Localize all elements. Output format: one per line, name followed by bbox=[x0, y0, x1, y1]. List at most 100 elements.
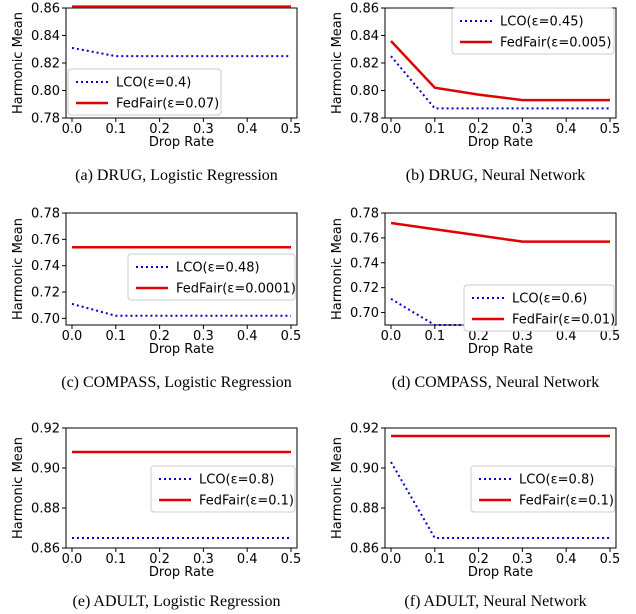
subfigure-caption: (f) ADULT, Neural Network bbox=[404, 593, 586, 610]
x-tick-label: 0.3 bbox=[193, 552, 214, 567]
y-axis-label: Harmonic Mean bbox=[11, 12, 26, 114]
x-tick-label: 0.2 bbox=[468, 122, 489, 137]
x-tick-label: 0.2 bbox=[149, 552, 170, 567]
x-tick-label: 0.2 bbox=[149, 122, 170, 137]
legend-label: LCO(ε=0.8) bbox=[519, 473, 594, 488]
y-tick-label: 0.84 bbox=[350, 29, 379, 44]
x-tick-label: 0.2 bbox=[468, 329, 489, 344]
y-tick-label: 0.72 bbox=[350, 281, 379, 296]
x-tick-label: 0.5 bbox=[281, 329, 302, 344]
x-tick-label: 0.2 bbox=[468, 552, 489, 567]
x-tick-label: 0.4 bbox=[556, 552, 577, 567]
legend-label: LCO(ε=0.45) bbox=[500, 15, 584, 30]
subfigure-caption: (b) DRUG, Neural Network bbox=[406, 167, 586, 184]
y-tick-label: 0.84 bbox=[31, 29, 60, 44]
y-tick-label: 0.80 bbox=[31, 84, 60, 99]
series-line-fedfair bbox=[390, 221, 610, 243]
legend: LCO(ε=0.45) FedFair(ε=0.005) bbox=[451, 7, 615, 55]
x-tick-label: 0.5 bbox=[281, 122, 302, 137]
legend-box bbox=[127, 253, 296, 301]
y-tick-label: 0.90 bbox=[350, 462, 379, 477]
x-axis-label: Drop Rate bbox=[468, 565, 533, 580]
legend-label: LCO(ε=0.4) bbox=[116, 76, 191, 91]
legend-label: FedFair(ε=0.01) bbox=[512, 313, 615, 328]
y-tick-label: 0.92 bbox=[350, 422, 379, 437]
series-line-lco bbox=[390, 461, 610, 539]
legend-label: FedFair(ε=0.1) bbox=[199, 494, 294, 509]
chart-panel-f: 0.86 0.88 0.90 0.92 0.0 0.1 0.2 0.3 0.4 0.5 Drop R… bbox=[330, 422, 620, 611]
x-tick-label: 0.0 bbox=[62, 552, 83, 567]
subfigure-caption: (a) DRUG, Logistic Regression bbox=[75, 167, 278, 184]
chart-panel-d: 0.70 0.72 0.74 0.76 0.78 0.0 0.1 0.2 0.3 0.4 0.5 Dr… bbox=[330, 207, 620, 392]
x-axis-label: Drop Rate bbox=[468, 135, 533, 150]
legend-label: FedFair(ε=0.0001) bbox=[176, 282, 296, 297]
plot-frame bbox=[65, 427, 298, 549]
x-tick-label: 0.2 bbox=[149, 329, 170, 344]
x-axis-label: Drop Rate bbox=[149, 135, 214, 150]
y-axis-label: Harmonic Mean bbox=[11, 437, 26, 539]
y-tick-label: 0.86 bbox=[350, 542, 379, 557]
x-tick-label: 0.4 bbox=[556, 122, 577, 137]
chart-panel-a: 0.78 0.80 0.82 0.84 0.86 0.0 0.1 0.2 0.3 0.4 0.5 Dr… bbox=[11, 2, 301, 185]
x-tick-label: 0.3 bbox=[512, 329, 533, 344]
legend-label: FedFair(ε=0.07) bbox=[116, 97, 219, 112]
legend-label: LCO(ε=0.6) bbox=[512, 292, 587, 307]
y-tick-label: 0.80 bbox=[350, 84, 379, 99]
y-tick-label: 0.74 bbox=[31, 259, 60, 274]
subfigure-caption: (d) COMPASS, Neural Network bbox=[392, 374, 599, 391]
x-axis-label: Drop Rate bbox=[149, 565, 214, 580]
y-tick-label: 0.78 bbox=[31, 207, 60, 222]
y-tick-label: 0.74 bbox=[350, 256, 379, 271]
y-tick-label: 0.70 bbox=[350, 306, 379, 321]
y-axis-label: Harmonic Mean bbox=[11, 218, 26, 320]
x-tick-label: 0.4 bbox=[237, 122, 258, 137]
legend-label: FedFair(ε=0.1) bbox=[519, 494, 614, 509]
y-tick-label: 0.88 bbox=[31, 502, 60, 517]
y-tick-label: 0.78 bbox=[350, 207, 379, 222]
x-tick-label: 0.5 bbox=[600, 552, 621, 567]
series-line-lco bbox=[390, 55, 610, 110]
legend-box bbox=[451, 7, 615, 55]
y-tick-label: 0.78 bbox=[31, 112, 60, 127]
y-tick-label: 0.86 bbox=[31, 2, 60, 17]
x-tick-label: 0.0 bbox=[381, 552, 402, 567]
legend: LCO(ε=0.6) FedFair(ε=0.01) bbox=[463, 284, 615, 332]
x-tick-label: 0.5 bbox=[600, 122, 621, 137]
series-line-lco bbox=[71, 46, 291, 58]
x-tick-label: 0.3 bbox=[193, 329, 214, 344]
x-tick-label: 0.1 bbox=[105, 552, 126, 567]
x-tick-label: 0.1 bbox=[105, 329, 126, 344]
x-tick-label: 0.0 bbox=[62, 329, 83, 344]
y-tick-label: 0.70 bbox=[31, 312, 60, 327]
y-tick-label: 0.76 bbox=[350, 231, 379, 246]
series-line-lco bbox=[71, 302, 291, 317]
y-tick-label: 0.72 bbox=[31, 286, 60, 301]
legend: LCO(ε=0.4) FedFair(ε=0.07) bbox=[67, 68, 222, 116]
x-tick-label: 0.4 bbox=[237, 552, 258, 567]
x-tick-label: 0.3 bbox=[512, 122, 533, 137]
legend: LCO(ε=0.48) FedFair(ε=0.0001) bbox=[127, 253, 296, 301]
x-tick-label: 0.5 bbox=[281, 552, 302, 567]
x-tick-label: 0.1 bbox=[424, 552, 445, 567]
x-tick-label: 0.0 bbox=[62, 122, 83, 137]
y-tick-label: 0.86 bbox=[350, 2, 379, 17]
series-line-fedfair bbox=[390, 40, 610, 102]
legend-label: LCO(ε=0.48) bbox=[176, 261, 260, 276]
y-axis-label: Harmonic Mean bbox=[330, 12, 345, 114]
chart-panel-c: 0.70 0.72 0.74 0.76 0.78 0.0 0.1 0.2 0.3 0.4 0.5 Dr… bbox=[11, 207, 301, 392]
legend-label: FedFair(ε=0.005) bbox=[500, 36, 612, 51]
y-tick-label: 0.88 bbox=[350, 502, 379, 517]
y-tick-label: 0.76 bbox=[31, 233, 60, 248]
chart-panel-e: 0.86 0.88 0.90 0.92 0.0 0.1 0.2 0.3 0.4 0.5 Drop R… bbox=[11, 422, 301, 611]
y-tick-label: 0.90 bbox=[31, 462, 60, 477]
x-tick-label: 0.5 bbox=[600, 329, 621, 344]
x-tick-label: 0.3 bbox=[193, 122, 214, 137]
y-axis-label: Harmonic Mean bbox=[330, 437, 345, 539]
x-tick-label: 0.3 bbox=[512, 552, 533, 567]
plot-frame bbox=[384, 427, 617, 549]
x-tick-label: 0.1 bbox=[424, 329, 445, 344]
y-tick-label: 0.82 bbox=[31, 57, 60, 72]
y-tick-label: 0.78 bbox=[350, 112, 379, 127]
chart-panel-b: 0.78 0.80 0.82 0.84 0.86 0.0 0.1 0.2 0.3 0.4 0.5 Dr… bbox=[330, 2, 620, 185]
